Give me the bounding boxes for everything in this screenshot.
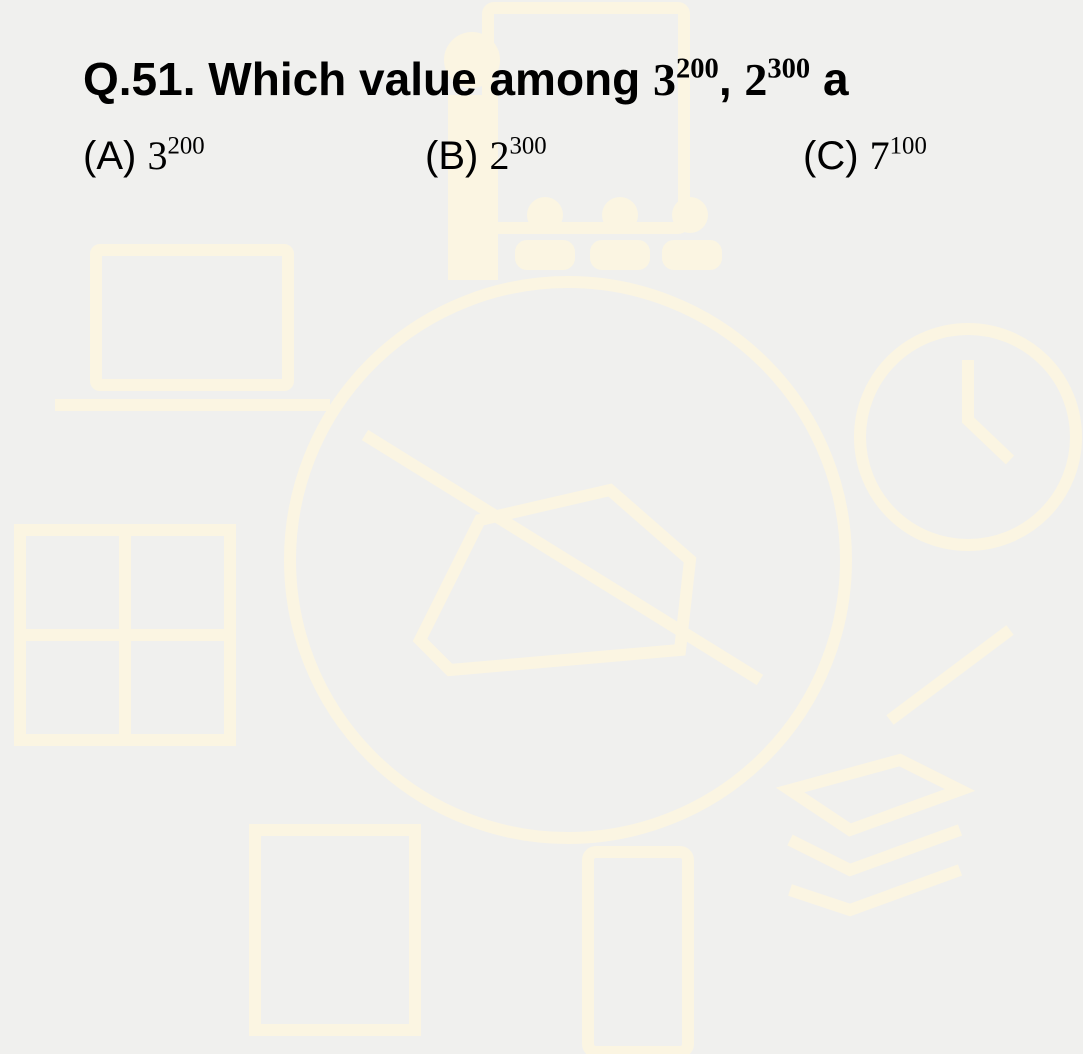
audience <box>672 197 708 233</box>
clock <box>854 323 1082 551</box>
question-text: Which value among <box>208 53 641 105</box>
exponent: 200 <box>676 53 719 85</box>
base: 3 <box>653 54 677 105</box>
option-value: 3200 <box>147 133 204 178</box>
option-value: 2300 <box>489 133 546 178</box>
books <box>775 753 976 917</box>
phone <box>582 846 694 1054</box>
pencil <box>886 625 1014 725</box>
exponent: 100 <box>889 132 927 160</box>
hand <box>412 483 697 677</box>
base: 7 <box>869 133 890 178</box>
term: 3200 <box>653 54 719 105</box>
center-circle <box>284 276 852 844</box>
exponent: 300 <box>509 132 547 160</box>
pen <box>361 429 764 686</box>
audience <box>515 240 575 270</box>
option-label: (B) <box>425 134 479 178</box>
audience <box>590 240 650 270</box>
question-trailing: a <box>822 53 849 105</box>
option: (A) 3200 <box>83 132 205 179</box>
presenter-body <box>448 95 498 280</box>
board <box>482 2 690 234</box>
question: Q.51. Which value among 3200, 2300 a <box>83 52 849 106</box>
option-label: (C) <box>803 134 859 178</box>
presenter <box>444 32 500 88</box>
question-number: Q.51. <box>83 53 196 105</box>
term: 2300 <box>744 54 810 105</box>
exponent: 200 <box>167 132 205 160</box>
audience <box>602 197 638 233</box>
option-label: (A) <box>83 134 137 178</box>
laptop-screen <box>90 244 294 391</box>
separator: , <box>718 53 732 105</box>
base: 2 <box>489 133 510 178</box>
audience <box>527 197 563 233</box>
audience <box>662 240 722 270</box>
clock-hands <box>962 360 1015 465</box>
option: (C) 7100 <box>803 132 927 179</box>
option-value: 7100 <box>870 133 927 178</box>
base: 3 <box>147 133 168 178</box>
base: 2 <box>744 54 768 105</box>
exponent: 300 <box>767 53 811 85</box>
option: (B) 2300 <box>425 132 547 179</box>
pdf-file <box>249 824 421 1036</box>
